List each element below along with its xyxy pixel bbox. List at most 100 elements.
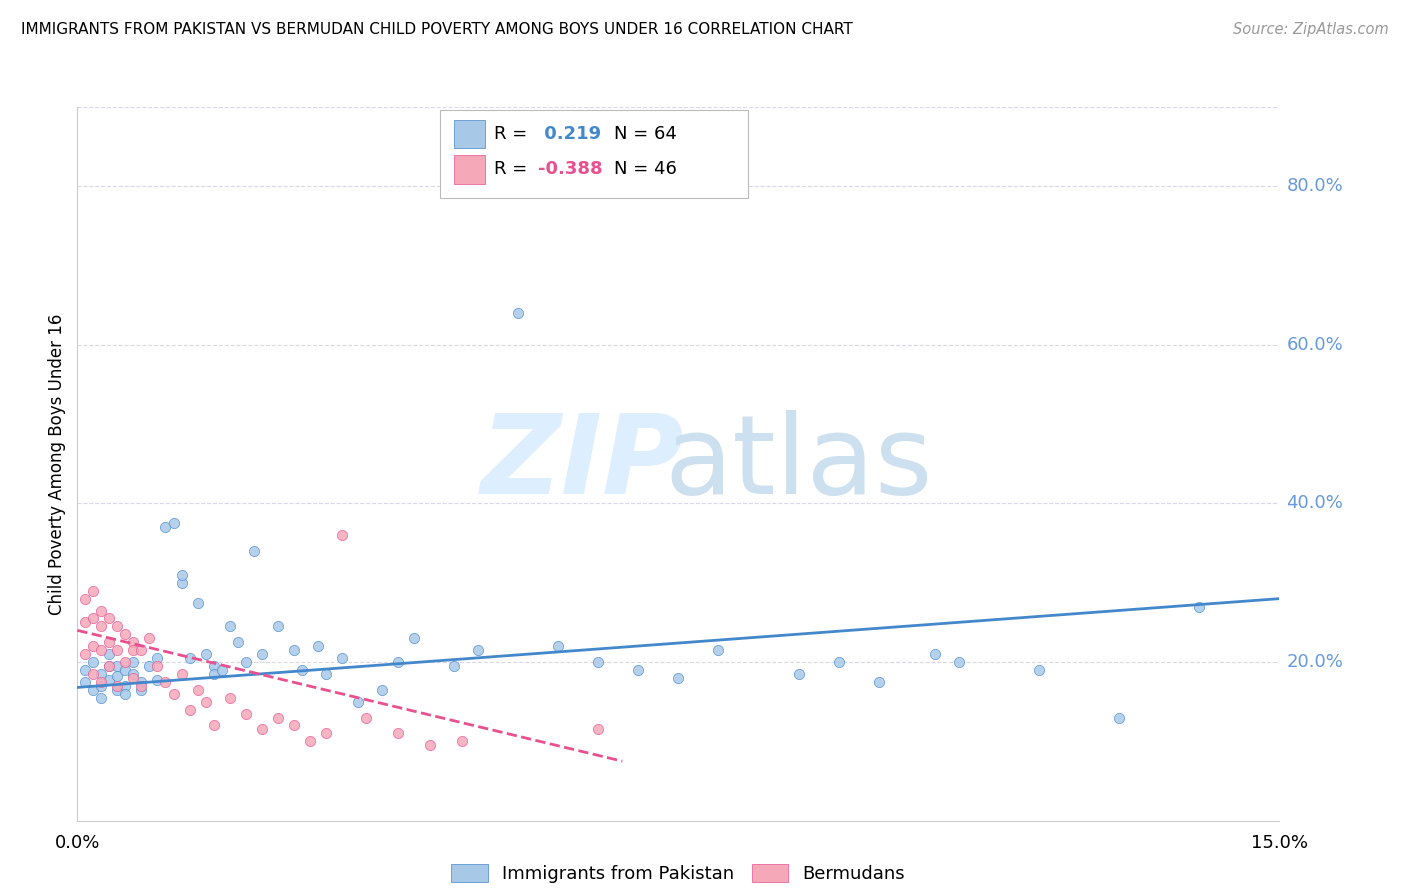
Point [1188, 599, 1211, 614]
Point [146, 659, 169, 673]
Text: -0.388: -0.388 [538, 161, 603, 178]
Point [588, 723, 610, 737]
Point [170, 667, 193, 681]
Text: 80.0%: 80.0% [1286, 178, 1343, 195]
Point [194, 695, 217, 709]
Point [347, 695, 370, 709]
Point [371, 682, 394, 697]
Point [98, 659, 121, 673]
Text: Source: ZipAtlas.com: Source: ZipAtlas.com [1233, 22, 1389, 37]
Point [90, 603, 112, 617]
Point [868, 674, 890, 689]
Point [155, 520, 177, 534]
Text: atlas: atlas [665, 410, 932, 517]
Point [627, 663, 650, 677]
Point [235, 655, 257, 669]
Point [90, 674, 112, 689]
Text: N = 46: N = 46 [614, 161, 678, 178]
Point [267, 619, 290, 633]
Point [1108, 710, 1130, 724]
Point [82, 611, 104, 625]
Point [451, 734, 474, 748]
Point [467, 643, 489, 657]
Point [211, 663, 233, 677]
Point [98, 647, 121, 661]
Point [98, 611, 121, 625]
Legend: Immigrants from Pakistan, Bermudans: Immigrants from Pakistan, Bermudans [444, 856, 912, 890]
Point [250, 723, 273, 737]
Point [828, 655, 851, 669]
Point [226, 635, 249, 649]
Point [267, 710, 290, 724]
Point [131, 643, 153, 657]
Point [179, 703, 201, 717]
Point [250, 647, 273, 661]
Point [146, 673, 169, 687]
Point [131, 674, 153, 689]
Point [107, 679, 129, 693]
Point [162, 687, 184, 701]
Point [948, 655, 970, 669]
Point [307, 639, 329, 653]
Point [283, 643, 305, 657]
Point [330, 651, 353, 665]
Text: 20.0%: 20.0% [1286, 653, 1343, 671]
Point [218, 690, 240, 705]
Point [283, 718, 305, 732]
Text: 0.219: 0.219 [538, 125, 602, 143]
Point [588, 655, 610, 669]
Point [82, 583, 104, 598]
Text: IMMIGRANTS FROM PAKISTAN VS BERMUDAN CHILD POVERTY AMONG BOYS UNDER 16 CORRELATI: IMMIGRANTS FROM PAKISTAN VS BERMUDAN CHI… [21, 22, 853, 37]
Point [235, 706, 257, 721]
Point [218, 619, 240, 633]
Point [242, 544, 264, 558]
Point [107, 682, 129, 697]
Text: 60.0%: 60.0% [1286, 336, 1343, 354]
Point [138, 659, 160, 673]
Point [162, 516, 184, 531]
Point [90, 667, 112, 681]
Point [155, 674, 177, 689]
Point [98, 635, 121, 649]
Point [90, 619, 112, 633]
Point [107, 669, 129, 683]
Point [122, 655, 145, 669]
Text: R =: R = [494, 161, 533, 178]
Point [668, 671, 690, 685]
Point [107, 659, 129, 673]
Point [1028, 663, 1050, 677]
Point [75, 591, 97, 606]
Point [114, 663, 136, 677]
Point [114, 655, 136, 669]
Point [75, 663, 97, 677]
Point [107, 643, 129, 657]
Point [330, 528, 353, 542]
Point [387, 655, 409, 669]
Point [122, 667, 145, 681]
Point [75, 647, 97, 661]
Point [194, 647, 217, 661]
Point [82, 667, 104, 681]
Point [138, 632, 160, 646]
Point [291, 663, 314, 677]
Point [75, 615, 97, 630]
Point [170, 567, 193, 582]
Text: R =: R = [494, 125, 533, 143]
Point [186, 682, 209, 697]
Point [924, 647, 946, 661]
Point [315, 726, 337, 740]
Point [387, 726, 409, 740]
Point [122, 671, 145, 685]
Point [90, 643, 112, 657]
Point [547, 639, 569, 653]
Text: ZIP: ZIP [481, 410, 683, 517]
Point [114, 687, 136, 701]
Point [202, 667, 225, 681]
Point [107, 619, 129, 633]
Point [82, 655, 104, 669]
Point [787, 667, 810, 681]
Point [315, 667, 337, 681]
Point [90, 679, 112, 693]
Point [170, 575, 193, 590]
Point [186, 596, 209, 610]
